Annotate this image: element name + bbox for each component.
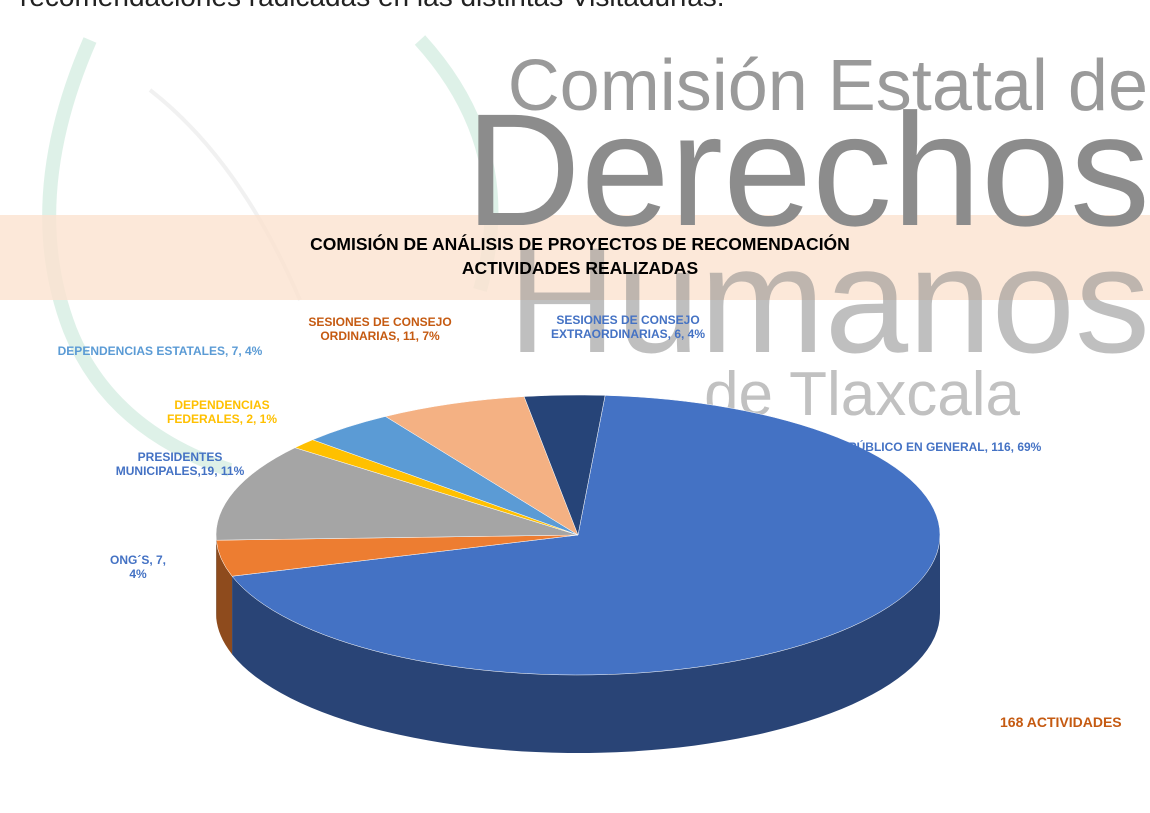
data-label: SESIONES DE CONSEJO ORDINARIAS, 11, 7% [300, 315, 460, 343]
data-label: ONG´S, 7, 4% [103, 553, 173, 581]
chart-title: COMISIÓN DE ANÁLISIS DE PROYECTOS DE REC… [310, 233, 850, 254]
data-label: SESIONES DE CONSEJO EXTRAORDINARIAS, 6, … [543, 313, 713, 341]
page: recomendaciones radicadas en las distint… [0, 0, 1150, 813]
annotation: 168 ACTIVIDADES [1000, 715, 1150, 729]
data-label: DEPENDENCIAS ESTATALES, 7, 4% [50, 344, 270, 358]
body-text: recomendaciones radicadas en las distint… [20, 0, 725, 12]
data-label: DEPENDENCIAS FEDERALES, 2, 1% [157, 398, 287, 426]
data-label: PRESIDENTES MUNICIPALES,19, 11% [115, 450, 245, 478]
data-label: PÚBLICO EN GENERAL, 116, 69% [830, 440, 1060, 454]
chart-subtitle: ACTIVIDADES REALIZADAS [462, 258, 698, 278]
